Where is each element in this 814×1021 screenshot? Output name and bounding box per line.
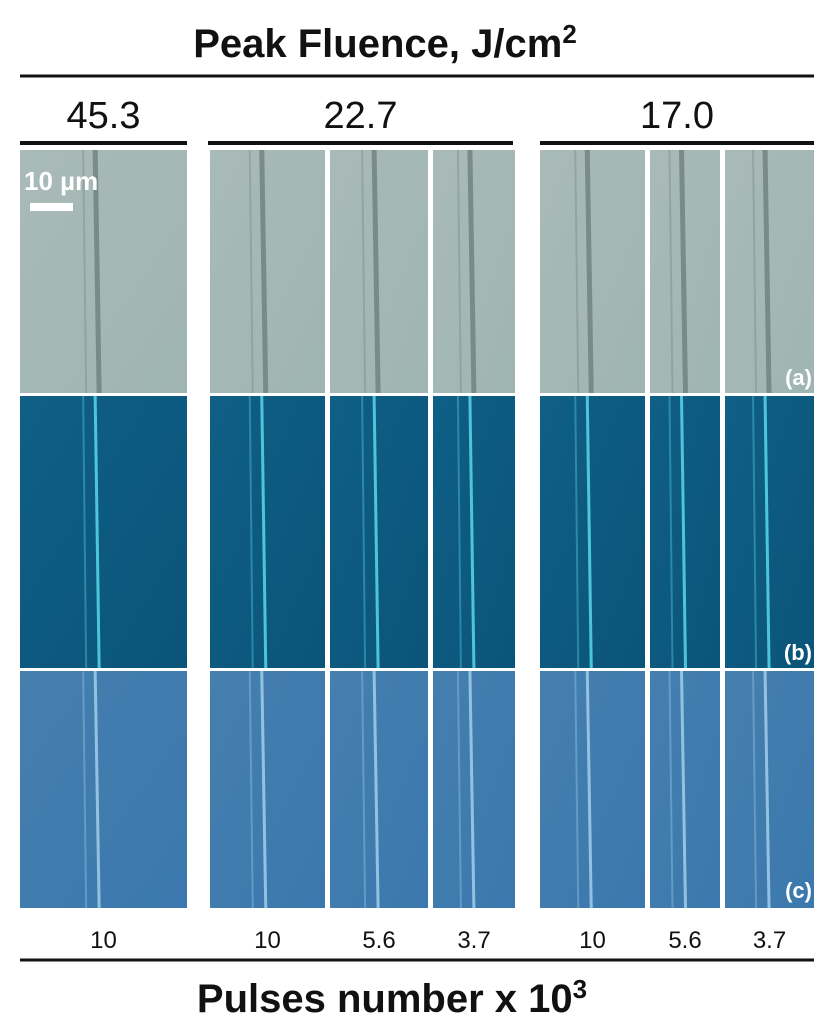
- title-text: Peak Fluence, J/cm: [193, 22, 562, 66]
- micrograph: [20, 671, 187, 908]
- fluence-label: 22.7: [324, 95, 398, 137]
- pulse-label: 10: [579, 927, 606, 954]
- scale-bar: [30, 203, 73, 211]
- fluence-label: 17.0: [640, 95, 714, 137]
- fluence-label: 45.3: [67, 95, 141, 137]
- micrograph: [540, 396, 645, 668]
- row-label: (b): [784, 640, 812, 665]
- pulse-label: 3.7: [753, 927, 786, 954]
- title-superscript: 2: [562, 19, 576, 49]
- x-label-superscript: 3: [573, 974, 587, 1004]
- pulse-label: 10: [90, 927, 117, 954]
- scale-bar-label: 10 µm: [24, 166, 98, 196]
- title: Peak Fluence, J/cm2: [193, 19, 577, 66]
- pulse-label: 5.6: [668, 927, 701, 954]
- pulse-label: 3.7: [457, 927, 490, 954]
- x-label: Pulses number x 103: [197, 974, 587, 1021]
- micrograph: [210, 671, 325, 908]
- pulse-label: 10: [254, 927, 281, 954]
- row-label: (c): [785, 878, 812, 903]
- panels: [20, 150, 814, 908]
- micrograph: [20, 396, 187, 668]
- x-label-text: Pulses number x 10: [197, 977, 573, 1021]
- row-label: (a): [785, 365, 812, 390]
- micrograph: [210, 396, 325, 668]
- pulse-label: 5.6: [362, 927, 395, 954]
- figure: Peak Fluence, J/cm2 Pulses number x 103 …: [0, 0, 814, 1021]
- micrograph: [540, 671, 645, 908]
